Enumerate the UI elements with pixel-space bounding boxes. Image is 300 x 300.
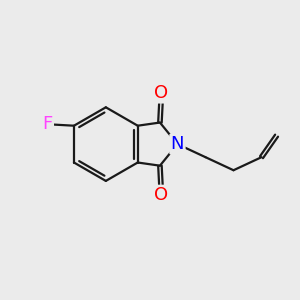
Text: N: N	[171, 135, 184, 153]
Text: O: O	[154, 186, 169, 204]
Text: O: O	[154, 84, 169, 102]
Text: F: F	[42, 115, 52, 133]
